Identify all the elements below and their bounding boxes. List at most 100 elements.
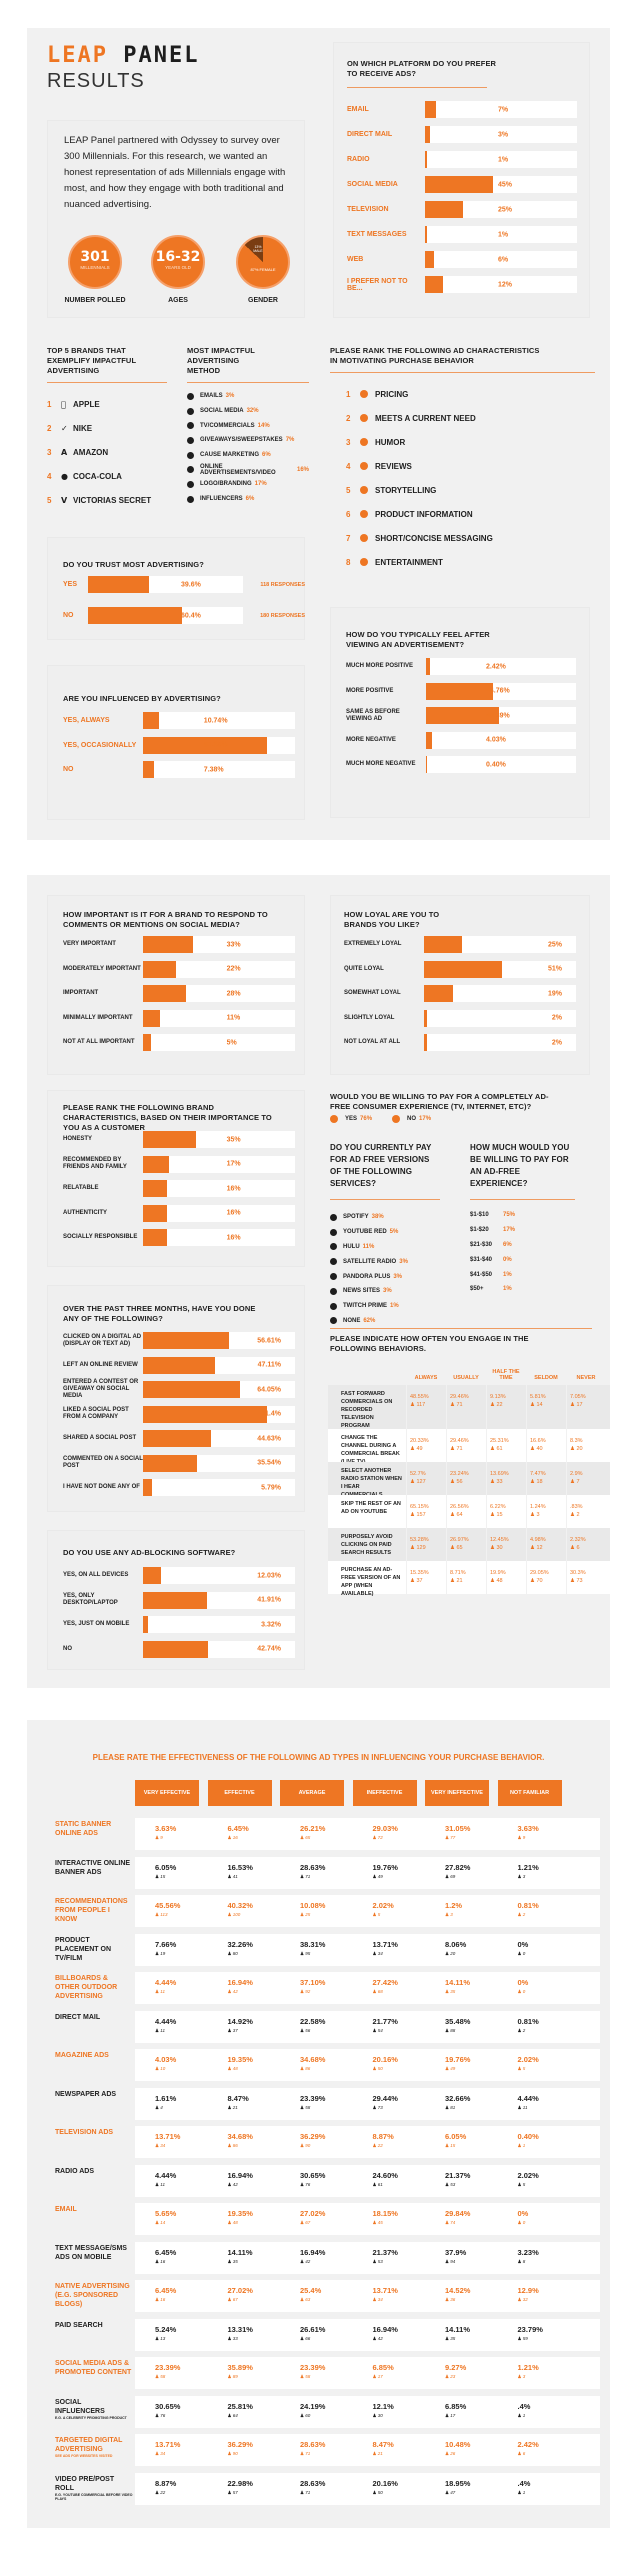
price-item: $50+ 1% xyxy=(470,1282,575,1297)
cell-count: ♟ 60 xyxy=(300,2411,325,2420)
cell-percent: 2.02% xyxy=(517,2170,539,2180)
item-value: 38% xyxy=(371,1214,384,1221)
bar-fill xyxy=(426,658,430,675)
cell-percent: 28.63% xyxy=(300,2440,326,2449)
bar-label: YES, ONLY DESKTOP/LAPTOP xyxy=(63,1593,118,1606)
bar-row: HONESTY 35% xyxy=(63,1131,295,1148)
cell-count: ♟ 80 xyxy=(228,1949,253,1958)
count-value: 33 xyxy=(232,2335,238,2341)
cell-count: ♟ 3 xyxy=(530,1511,566,1519)
count-value: 92 xyxy=(305,1989,311,1994)
column-header-button[interactable]: NOT FAMILIAR xyxy=(497,1780,562,1806)
behaviors-row: SKIP THE REST OF AN AD ON YOUTUBE 65.15% ♟… xyxy=(328,1495,610,1528)
bar-value: 39.6% xyxy=(181,581,201,588)
bar-fill xyxy=(143,1454,198,1472)
row-label: VIDEO PRE/POST ROLL E.G. YOUTUBE COMMERCI… xyxy=(55,2475,133,2501)
person-icon: ♟ xyxy=(450,1512,457,1518)
column-header-button[interactable]: INEFFECTIVE xyxy=(352,1780,417,1806)
cell-count: ♟ 40 xyxy=(530,1445,566,1453)
row-label-text: INTERACTIVE ONLINE BANNER ADS xyxy=(55,1859,131,1876)
count-value: 69 xyxy=(450,1873,456,1879)
list-item: 2 MEETS A CURRENT NEED xyxy=(346,406,595,430)
person-icon: ♟ xyxy=(490,1402,497,1408)
person-icon: ♟ xyxy=(445,1989,451,1994)
cell-percent: 19.35% xyxy=(227,2209,253,2218)
cell-count: ♟ 57 xyxy=(228,2488,253,2497)
effectiveness-row: PAID SEARCH 5.24% ♟ 13 13.31% ♟ 33 26.61% ♟ 66… xyxy=(55,2318,600,2351)
effectiveness-cell: 18.15% ♟ 45 xyxy=(373,2209,398,2227)
cell-count: ♟ 26 xyxy=(445,2449,470,2458)
cell-percent: 6.45% xyxy=(155,2286,177,2295)
spotify-icon xyxy=(330,1213,337,1221)
cell-percent: 27.42% xyxy=(372,1978,398,1987)
cell-percent: 23.39% xyxy=(155,2363,181,2372)
bar-row: VERY IMPORTANT 33% xyxy=(63,936,295,953)
row-cells: 13.71% ♟ 34 34.68% ♟ 86 36.29% ♟ 90 8.87% ♟ 22 6… xyxy=(135,2126,600,2158)
adblock-card: DO YOU USE ANY AD-BLOCKING SOFTWARE? YES… xyxy=(47,1530,305,1670)
count-value: 15 xyxy=(160,1873,166,1879)
person-icon: ♟ xyxy=(450,1402,457,1408)
bar-row: TEXT MESSAGES 1% xyxy=(347,226,577,243)
list-item: HULU 11% xyxy=(330,1240,440,1255)
item-value: 14% xyxy=(257,422,270,429)
bar-value: 45% xyxy=(497,181,512,188)
bar-value: 41.91% xyxy=(257,1596,281,1604)
bar-track: 17% xyxy=(143,1155,295,1173)
behavior-label: CHANGE THE CHANNEL DURING A COMMERCIAL B… xyxy=(341,1435,400,1465)
bar-value: 28% xyxy=(226,990,241,997)
bar-label: SAME AS BEFORE VIEWING AD xyxy=(346,708,400,722)
behavior-cell: 26.56% ♟ 64 xyxy=(446,1495,486,1528)
cell-count: ♟ 70 xyxy=(530,1577,566,1585)
behaviors-row: PURCHASE AN AD-FREE VERSION OF AN APP (W… xyxy=(328,1561,610,1597)
price-item: $21-$30 6% xyxy=(470,1238,575,1253)
person-icon: ♟ xyxy=(445,1873,451,1879)
bar-value: 16% xyxy=(226,1185,241,1192)
bar-row: MORE POSITIVE 44.76% xyxy=(346,682,576,700)
effectiveness-cell: 16.94% ♟ 42 xyxy=(228,2171,253,2189)
effectiveness-cell: 5.24% ♟ 13 xyxy=(155,2325,176,2343)
divider xyxy=(47,382,167,383)
list-item: INFLUENCERS 6% xyxy=(187,492,309,507)
price-value: 6% xyxy=(503,1241,512,1248)
price-value: 75% xyxy=(503,1212,516,1219)
column-header-button[interactable]: EFFECTIVE xyxy=(207,1780,272,1806)
cell-count: ♟ 65 xyxy=(450,1544,486,1552)
column-header-button[interactable]: VERY INEFFECTIVE xyxy=(425,1780,489,1806)
count-value: 16 xyxy=(160,2297,166,2302)
column-header-button[interactable]: VERY EFFECTIVE xyxy=(135,1780,199,1806)
cell-percent: 29.03% xyxy=(372,1824,398,1833)
list-item: 3 HUMOR xyxy=(346,430,595,454)
behavior-cell: 13.69% ♟ 33 xyxy=(486,1462,526,1495)
count-value: 20 xyxy=(450,1950,456,1956)
bar-track: 2.42% xyxy=(426,658,576,675)
bar-track: 1% xyxy=(425,226,577,243)
row-label: TEXT MESSAGE/SMS ADS ON MOBILE xyxy=(55,2244,133,2262)
cell-count: ♟ 63 xyxy=(300,2295,321,2304)
count-value: 77 xyxy=(450,1835,456,1840)
count-value: 56 xyxy=(305,2027,311,2033)
cell-count: ♟ 73 xyxy=(570,1577,606,1585)
column-header-button[interactable]: AVERAGE xyxy=(280,1780,344,1806)
list-item: SPOTIFY 38% xyxy=(330,1210,440,1225)
cell-percent: 9.27% xyxy=(445,2363,467,2372)
bar-row: I PREFER NOT TO BE... 12% xyxy=(347,276,577,293)
person-icon: ♟ xyxy=(570,1402,577,1408)
row-cells: 13.71% ♟ 34 36.29% ♟ 90 28.63% ♟ 71 8.47% ♟ 21 1… xyxy=(135,2434,600,2466)
cell-count: ♟ 15 xyxy=(445,2141,466,2150)
effectiveness-cell: 5.65% ♟ 14 xyxy=(155,2209,176,2227)
cell-count: ♟ 81 xyxy=(445,2103,470,2112)
divider xyxy=(330,1199,440,1200)
cell-percent: 26.61% xyxy=(300,2324,326,2334)
bar-row: SOCIAL MEDIA 45% xyxy=(347,176,577,193)
cell-count: ♟ 19 xyxy=(155,1949,176,1958)
platform-card: ON WHICH PLATFORM DO YOU PREFER TO RECEI… xyxy=(333,42,590,318)
behavior-cell: 2.9% ♟ 7 xyxy=(566,1462,606,1495)
bar-track: 60.4% 180 RESPONSES xyxy=(88,607,305,624)
bar-value: 35.54% xyxy=(257,1459,281,1467)
cell-percent: 22.58% xyxy=(300,2016,326,2026)
bar-label: YES xyxy=(63,581,78,588)
behavior-cell: 1.24% ♟ 3 xyxy=(526,1495,566,1528)
behavior-label: PURCHASE AN AD-FREE VERSION OF AN APP (W… xyxy=(341,1567,401,1597)
cell-count: ♟ 4 xyxy=(155,2103,176,2112)
person-icon: ♟ xyxy=(227,2258,233,2264)
